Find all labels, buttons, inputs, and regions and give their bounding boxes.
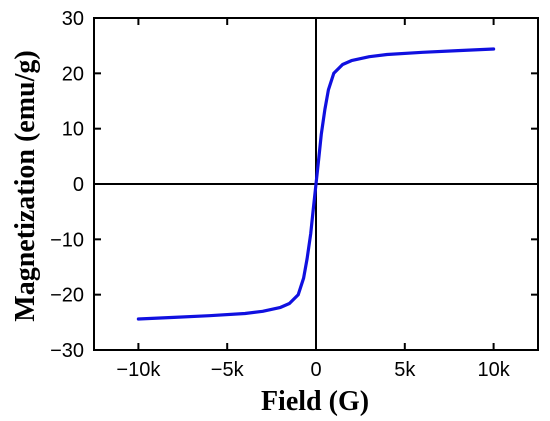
y-axis-title: Magnetization (emu/g) <box>10 50 41 321</box>
y-tick-label: 20 <box>62 63 84 85</box>
y-tick-label: −20 <box>50 285 84 307</box>
plot-area <box>94 18 538 350</box>
x-tick-label: 0 <box>310 359 321 381</box>
x-tick-label: 10k <box>477 359 510 381</box>
axes: −10k −5k 0 5k 10k −30 −20 −10 0 10 20 30 <box>50 8 539 381</box>
y-tick-label: 0 <box>73 174 84 196</box>
y-tick-label: 30 <box>62 8 84 30</box>
x-axis-title: Field (G) <box>261 386 369 417</box>
x-tick-label: −10k <box>116 359 161 381</box>
y-tick-label: −10 <box>50 229 84 251</box>
x-tick-label: −5k <box>211 359 245 381</box>
series-line-0 <box>136 47 496 321</box>
y-tick-label: 10 <box>62 119 84 141</box>
x-tick-label: 5k <box>394 359 416 381</box>
y-tick-label: −30 <box>50 340 84 362</box>
